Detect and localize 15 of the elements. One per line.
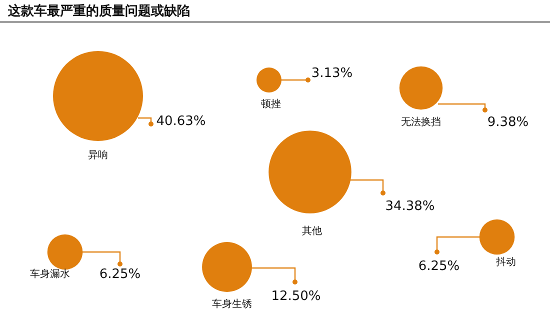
text: 这款车最严重的质量问题或缺陷 (7, 3, 190, 19)
category-label: 无法换挡 (401, 116, 441, 128)
data-label: 6.25% (418, 259, 460, 274)
category-label: 车身生锈 (212, 298, 252, 310)
data-label: 12.50% (271, 289, 321, 304)
category-label: 异响 (88, 149, 108, 161)
data-label: 34.38% (385, 199, 435, 214)
data-label: 3.13% (311, 66, 353, 81)
category-label: 抖动 (495, 256, 516, 268)
category-label: 顿挫 (261, 98, 281, 110)
data-label: 6.25% (99, 267, 141, 282)
category-label: 车身漏水 (30, 268, 70, 280)
category-label: 其他 (302, 225, 322, 237)
data-label: 40.63% (156, 114, 206, 129)
data-label: 9.38% (487, 115, 529, 130)
